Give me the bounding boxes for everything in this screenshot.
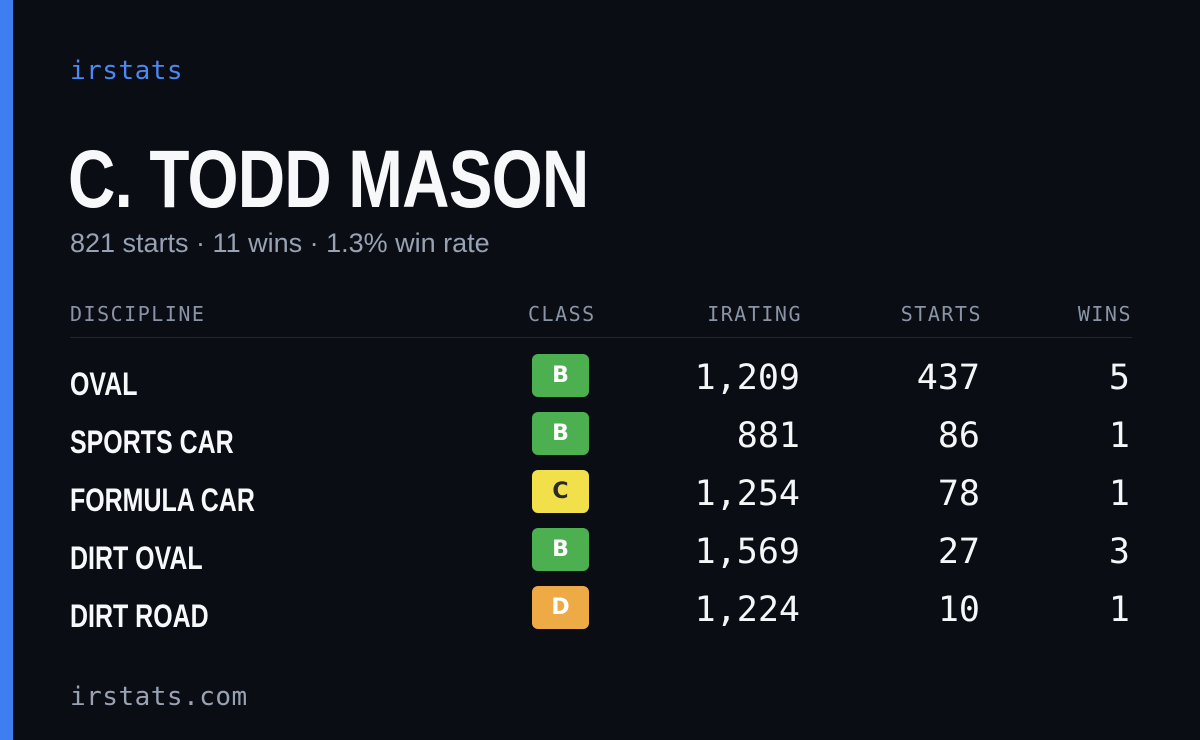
- irating-value: 1,254: [694, 474, 800, 514]
- class-badge: B: [532, 412, 589, 455]
- table-row: DIRT ROAD D 1,224 10 1: [70, 584, 1132, 642]
- discipline-name: DIRT OVAL: [70, 540, 203, 576]
- discipline-name: FORMULA CAR: [70, 482, 255, 518]
- table-row: OVAL B 1,209 437 5: [70, 352, 1132, 410]
- class-badge: B: [532, 528, 589, 571]
- brand-logo-text: irstats: [70, 56, 184, 86]
- wins-value: 1: [1108, 590, 1130, 630]
- starts-value: 27: [937, 532, 980, 572]
- footer-url: irstats.com: [70, 682, 248, 712]
- stats-table-header: DISCIPLINE CLASS IRATING STARTS WINS: [70, 298, 1132, 338]
- wins-value: 5: [1108, 358, 1130, 398]
- class-badge: D: [532, 586, 589, 629]
- irating-value: 1,224: [694, 590, 800, 630]
- table-row: FORMULA CAR C 1,254 78 1: [70, 468, 1132, 526]
- accent-bar: [0, 0, 13, 740]
- discipline-name: OVAL: [70, 366, 138, 402]
- table-row: SPORTS CAR B 881 86 1: [70, 410, 1132, 468]
- header-starts: STARTS: [900, 302, 982, 326]
- irating-value: 881: [736, 416, 800, 456]
- driver-summary: 821 starts · 11 wins · 1.3% win rate: [70, 228, 490, 258]
- header-irating: IRATING: [707, 302, 802, 326]
- header-discipline: DISCIPLINE: [70, 302, 206, 326]
- driver-name: C. TODD MASON: [68, 134, 589, 225]
- wins-value: 1: [1108, 474, 1130, 514]
- stats-table-body: OVAL B 1,209 437 5 SPORTS CAR B 881 86 1…: [70, 352, 1132, 642]
- discipline-name: SPORTS CAR: [70, 424, 234, 460]
- class-badge: B: [532, 354, 589, 397]
- wins-value: 1: [1108, 416, 1130, 456]
- class-badge: C: [532, 470, 589, 513]
- discipline-name: DIRT ROAD: [70, 598, 209, 634]
- irating-value: 1,569: [694, 532, 800, 572]
- starts-value: 10: [937, 590, 980, 630]
- table-row: DIRT OVAL B 1,569 27 3: [70, 526, 1132, 584]
- starts-value: 437: [916, 358, 980, 398]
- header-class: CLASS: [528, 302, 596, 326]
- wins-value: 3: [1108, 532, 1130, 572]
- starts-value: 86: [937, 416, 980, 456]
- header-wins: WINS: [1077, 302, 1132, 326]
- irating-value: 1,209: [694, 358, 800, 398]
- starts-value: 78: [937, 474, 980, 514]
